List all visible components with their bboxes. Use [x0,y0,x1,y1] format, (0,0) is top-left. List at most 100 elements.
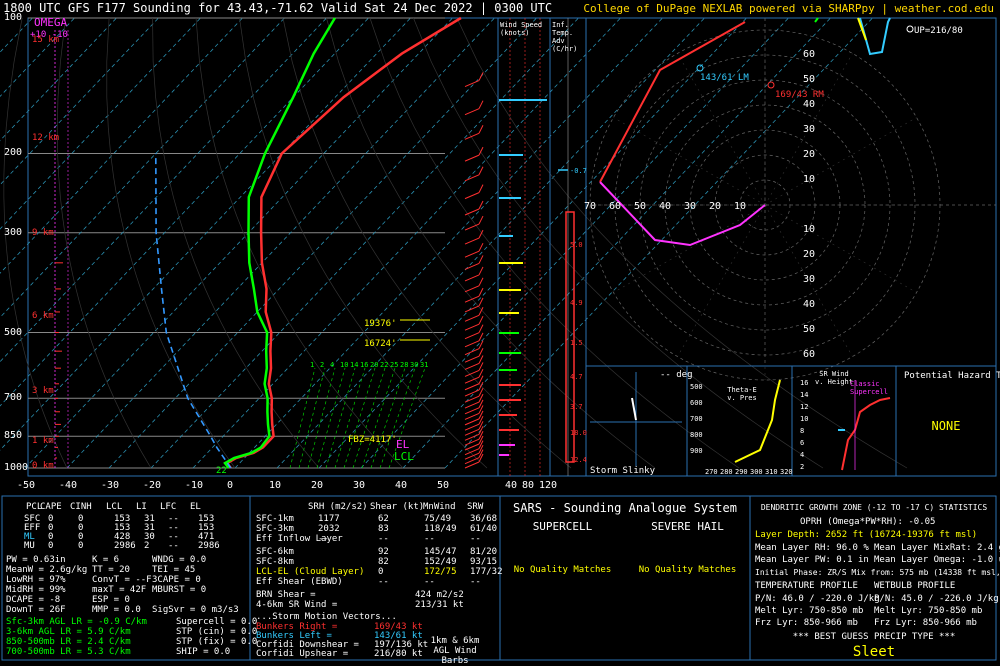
kin-mnwind-0: 75/49 [424,514,452,524]
wind-barb-flag [478,332,484,342]
composite-0: Supercell = 0.0 [176,617,258,627]
hodo-ring-yb-2: 30 [803,274,816,285]
theta-x-4: 310 [765,468,778,476]
up-marker [906,25,914,33]
wind-barb [464,423,480,431]
srw-y-3: 10 [800,415,809,423]
wind-barb-flag [478,453,484,463]
kin-mnwind-5: 172/75 [424,567,457,577]
param-cell-2-3: 428 [114,532,131,542]
wind-barb-flag [478,355,484,364]
motion-label-3: Corfidi Upshear = [256,649,349,659]
adv-label-2: 4.9 [570,299,583,307]
wind-barb-flag [478,200,484,210]
barbs-note: 1km & 6km AGL Wind Barbs [430,636,480,666]
param-cell-1-3: 153 [114,523,131,533]
motion-value-0: 169/43 kt [374,622,423,632]
wind-barb-flag [478,362,484,371]
pressure-label-500: 500 [4,326,23,338]
kin-label-5: LCL-EL (Cloud Layer) [256,567,365,577]
kin-shear-2: -- [378,534,389,544]
kin-srw-1: 61/40 [470,524,498,534]
lcl-label: LCL [394,450,414,463]
param-col1-0: PW = 0.63in [6,555,66,565]
precip-title: *** BEST GUESS PRECIP TYPE *** [792,632,956,642]
kin-mnwind-1: 118/49 [424,524,457,534]
dry-adiabat [56,17,152,469]
slinky-label: Storm Slinky [590,466,656,476]
mixing-ratio-line [307,367,336,469]
dgz-omega: Mean Layer Omega: -1.0 ub/s [874,555,1000,565]
param-cell-1-1: 0 [48,523,54,533]
param-cell-3-0: MU [24,541,35,551]
skewt-frame [27,17,499,477]
param-col2-4: ESP = 0 [92,595,130,605]
param-col1-5: DownT = 26F [6,605,66,615]
wind-barb [464,401,480,409]
param-col2-2: ConvT = --F [92,575,152,585]
temp-tick--30: -30 [101,480,120,491]
wind-barb-flag [478,449,484,458]
param-cell-3-1: 0 [48,541,54,551]
param-cell-1-2: 0 [78,523,84,533]
hodo-spoke [613,204,766,293]
pressure-label-850: 850 [4,430,23,442]
wind-barb-flag [478,399,484,409]
param-cell-2-6: 471 [198,532,215,542]
dgz-mixrat: Mean Layer MixRat: 2.4 g/kg [874,543,1000,553]
param-header-5: LFC [160,502,177,512]
rm-label: 169/43 RM [775,90,824,100]
param-cell-1-5: -- [168,523,179,533]
theta-y-2: 700 [690,415,703,423]
isotherm [0,17,285,319]
wind-tick-0: 40 [505,480,518,491]
wind-barb-flag [478,405,484,414]
param-cell-2-1: 0 [48,532,54,542]
wind-barb [464,412,480,420]
motion-value-3: 216/80 kt [374,649,423,659]
wind-tick-2: 120 [539,480,558,491]
theta-y-0: 500 [690,383,703,391]
kin-header-3: SRW [467,502,484,512]
isotherm [234,17,663,469]
hodo-ring-x-0: 10 [734,201,747,212]
trace-parcel [155,153,232,469]
srwind46-value: 213/31 kt [415,600,464,610]
wind-barb [464,395,480,403]
kin-header-2: MnWind [423,502,456,512]
wind-barb-flag [478,100,484,109]
wind-barb [464,389,480,397]
adv-label-4: 4.7 [570,373,583,381]
wind-barb [464,108,480,116]
page-title: 1800 UTC GFS F177 Sounding for 43.43,-71… [3,1,553,15]
kin-label-6: Eff Shear (EBWD) [256,577,343,587]
isotherm [318,17,747,469]
composite-3: SHIP = 0.0 [176,647,231,657]
dry-adiabat [3,17,68,469]
wind-barb [464,407,480,415]
hodo-ring-yb-5: 60 [803,349,816,360]
mixing-ratio-label-6: 20 [370,361,379,369]
wind-barb [464,383,480,391]
hazard-title: Potential Hazard Type [904,371,1000,381]
wind-barb-flag [478,229,484,239]
kin-shear-3: 92 [378,547,389,557]
adv-label-3: 1.5 [570,339,583,347]
wind-barb [464,332,480,340]
kin-label-0: SFC-1km [256,514,294,524]
theta-e-trace [734,379,781,463]
motion-value-2: 197/136 kt [374,640,429,650]
wind-speed-bars [499,18,547,476]
height-label-2: 9 km [32,228,54,238]
height-label-0: 15 km [32,35,60,45]
temp-tick--10: -10 [185,480,204,491]
kin-srw-5: 177/32 [470,567,503,577]
rm-marker [767,81,775,89]
temp-tick--50: -50 [17,480,36,491]
dry-adiabat [152,17,320,469]
kin-srw-4: 93/15 [470,557,498,567]
motion-label-0: Bunkers Right = [256,622,338,632]
pressure-label-100: 100 [4,12,23,23]
wind-barb-flag [478,435,484,445]
param-cell-3-2: 0 [78,541,84,551]
